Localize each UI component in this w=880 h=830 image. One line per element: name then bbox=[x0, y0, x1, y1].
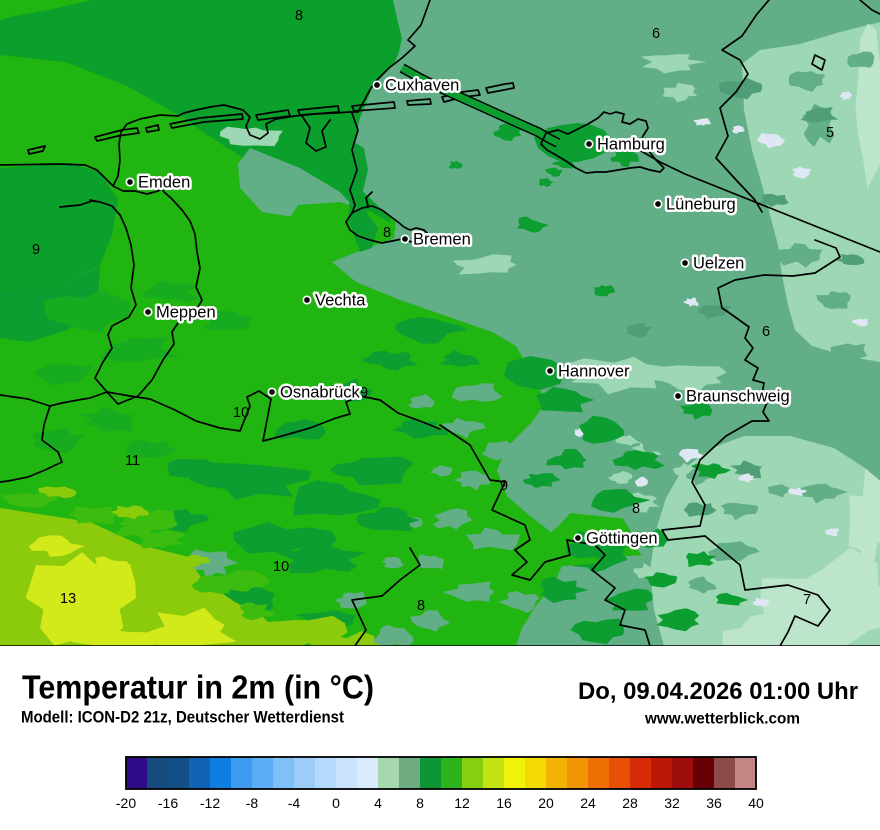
svg-text:Do, 09.04.2026 01:00 Uhr: Do, 09.04.2026 01:00 Uhr bbox=[578, 678, 858, 705]
svg-text:Cuxhaven: Cuxhaven bbox=[385, 77, 459, 95]
svg-text:10: 10 bbox=[273, 559, 289, 575]
svg-text:Braunschweig: Braunschweig bbox=[686, 388, 790, 406]
svg-text:Lüneburg: Lüneburg bbox=[666, 196, 736, 214]
svg-text:Hannover: Hannover bbox=[558, 363, 630, 381]
svg-text:-12: -12 bbox=[200, 795, 220, 811]
svg-text:-8: -8 bbox=[246, 795, 259, 811]
svg-text:8: 8 bbox=[383, 225, 391, 241]
svg-text:Vechta: Vechta bbox=[315, 292, 366, 310]
svg-text:9: 9 bbox=[360, 385, 368, 401]
svg-text:Temperatur in 2m (in °C): Temperatur in 2m (in °C) bbox=[22, 669, 374, 706]
svg-text:20: 20 bbox=[538, 795, 554, 811]
svg-text:-16: -16 bbox=[158, 795, 178, 811]
svg-text:Göttingen: Göttingen bbox=[586, 530, 658, 548]
svg-text:8: 8 bbox=[417, 598, 425, 614]
svg-text:8: 8 bbox=[632, 501, 640, 517]
svg-text:Osnabrück: Osnabrück bbox=[280, 384, 361, 402]
svg-text:Hamburg: Hamburg bbox=[597, 136, 665, 154]
svg-text:-4: -4 bbox=[288, 795, 301, 811]
svg-text:6: 6 bbox=[762, 324, 770, 340]
svg-text:4: 4 bbox=[374, 795, 382, 811]
svg-text:10: 10 bbox=[233, 405, 249, 421]
svg-text:www.wetterblick.com: www.wetterblick.com bbox=[644, 711, 800, 728]
svg-text:-20: -20 bbox=[116, 795, 136, 811]
svg-text:28: 28 bbox=[622, 795, 638, 811]
svg-text:Bremen: Bremen bbox=[413, 231, 471, 249]
svg-text:6: 6 bbox=[652, 26, 660, 42]
svg-text:Uelzen: Uelzen bbox=[693, 255, 744, 273]
svg-text:Meppen: Meppen bbox=[156, 304, 216, 322]
svg-text:36: 36 bbox=[706, 795, 722, 811]
svg-text:5: 5 bbox=[826, 125, 834, 141]
svg-text:0: 0 bbox=[332, 795, 340, 811]
svg-text:Modell: ICON-D2 21z, Deutscher: Modell: ICON-D2 21z, Deutscher Wetterdie… bbox=[21, 708, 344, 727]
svg-text:9: 9 bbox=[500, 478, 508, 494]
svg-text:8: 8 bbox=[416, 795, 424, 811]
svg-text:24: 24 bbox=[580, 795, 596, 811]
svg-text:7: 7 bbox=[803, 592, 811, 608]
svg-text:8: 8 bbox=[295, 8, 303, 24]
svg-text:40: 40 bbox=[748, 795, 764, 811]
svg-text:13: 13 bbox=[60, 591, 76, 607]
svg-text:16: 16 bbox=[496, 795, 512, 811]
svg-text:9: 9 bbox=[32, 242, 40, 258]
svg-text:32: 32 bbox=[664, 795, 680, 811]
svg-text:Emden: Emden bbox=[138, 174, 190, 192]
svg-text:11: 11 bbox=[125, 453, 140, 469]
svg-text:12: 12 bbox=[454, 795, 470, 811]
